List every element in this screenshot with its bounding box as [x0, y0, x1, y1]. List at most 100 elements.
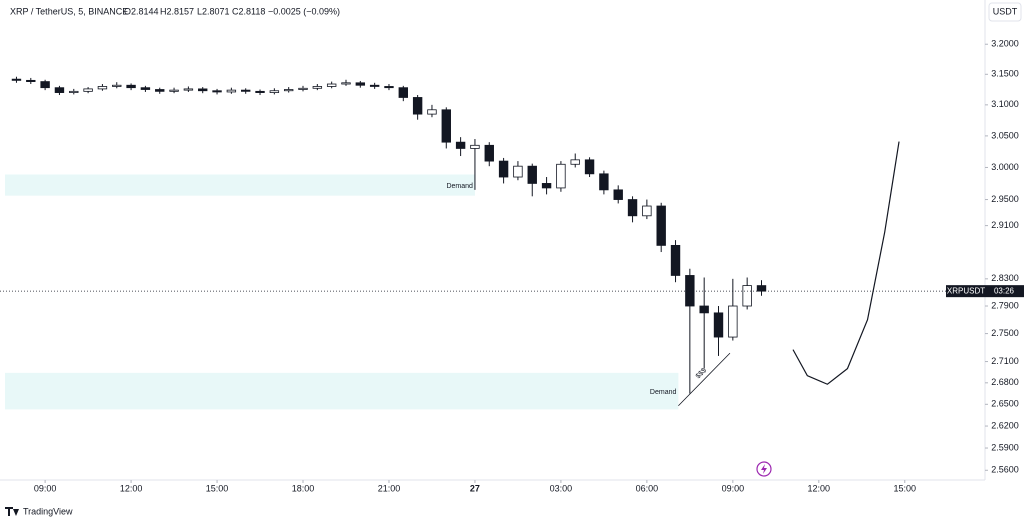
- candle-body: [656, 205, 666, 246]
- candle-body: [642, 205, 652, 217]
- candle-body: [699, 305, 709, 314]
- x-tick-label: 12:00: [120, 483, 143, 493]
- y-tick-label: 3.1500: [991, 69, 1019, 79]
- currency-button[interactable]: [988, 2, 1022, 22]
- candle-body: [312, 86, 323, 89]
- symbol: XRP / TetherUS, 5, BINANCE: [10, 6, 128, 16]
- candle-body: [11, 78, 22, 81]
- candle-body: [183, 88, 194, 91]
- y-tick-label: 3.0000: [991, 162, 1019, 172]
- candle-body: [155, 89, 165, 92]
- candle-body: [470, 144, 480, 149]
- x-tick-label: 03:00: [550, 483, 573, 493]
- y-tick-label: 3.0500: [991, 130, 1019, 140]
- last-price-countdown: 03:26: [994, 286, 1015, 295]
- candle-body: [427, 109, 437, 115]
- y-tick-label: 2.6500: [991, 399, 1019, 409]
- y-tick-label: 3.1000: [991, 99, 1019, 109]
- x-tick-label: 09:00: [34, 483, 57, 493]
- last-price-tag: [946, 285, 1024, 298]
- x-tick-label: 12:00: [808, 483, 831, 493]
- candle-body: [441, 109, 451, 143]
- brand-logo[interactable]: [5, 507, 19, 516]
- candle-body: [241, 89, 251, 92]
- y-tick-label: 2.5900: [991, 442, 1019, 452]
- candle-body: [384, 86, 394, 89]
- candle-body: [83, 88, 93, 92]
- candle-body: [269, 90, 280, 93]
- change: −0.0025 (−0.09%): [268, 6, 340, 16]
- candle-body: [713, 312, 724, 338]
- zone-label: Demand: [650, 389, 677, 396]
- last-price-symbol: XRPUSDT: [947, 286, 985, 295]
- x-tick-label: 27: [470, 483, 480, 493]
- x-tick-label: 06:00: [636, 483, 659, 493]
- candle-body: [484, 144, 494, 162]
- candle-body: [355, 82, 366, 86]
- candles: [11, 76, 767, 394]
- zones: Demand Demand: [5, 174, 679, 410]
- candle-body: [541, 183, 552, 189]
- ohlc-low: L2.8071: [197, 6, 230, 16]
- candle-body: [455, 141, 466, 149]
- candle-body: [513, 165, 523, 178]
- x-tick-label: 21:00: [378, 483, 401, 493]
- x-tick-label: 15:00: [206, 483, 229, 493]
- candle-body: [126, 84, 136, 89]
- candle-body: [627, 199, 638, 217]
- candle-body: [398, 87, 409, 98]
- candle-body: [298, 87, 308, 90]
- ohlc-close: C2.8118: [232, 6, 265, 16]
- candle-body: [283, 89, 294, 92]
- candle-body: [54, 87, 65, 93]
- y-tick-label: 2.9500: [991, 194, 1019, 204]
- candle-body: [226, 89, 237, 93]
- candle-body: [570, 159, 580, 165]
- x-tick-label: 18:00: [292, 483, 315, 493]
- candle-body: [255, 90, 265, 93]
- candle-body: [97, 86, 108, 90]
- candle-body: [341, 82, 351, 85]
- candle-body: [198, 88, 208, 92]
- events-icon-bolt: [761, 464, 767, 474]
- candle-body: [140, 87, 151, 90]
- y-tick-label: 2.7900: [991, 300, 1019, 310]
- y-tick-label: 2.7500: [991, 328, 1019, 338]
- y-tick-label: 3.2000: [991, 39, 1019, 49]
- candle-body: [169, 89, 179, 92]
- y-tick-label: 2.9100: [991, 220, 1019, 230]
- candle-body: [26, 79, 36, 82]
- currency[interactable]: USDT: [993, 6, 1018, 16]
- candle-body: [498, 160, 509, 178]
- y-tick-label: 2.6200: [991, 420, 1019, 430]
- candle-body: [728, 305, 738, 338]
- brand[interactable]: TradingView: [23, 506, 73, 516]
- projection-curve: [792, 141, 900, 385]
- candle-body: [685, 275, 695, 307]
- candle-body: [412, 97, 423, 115]
- candle-body: [613, 189, 623, 200]
- y-tick-label: 2.7100: [991, 356, 1019, 366]
- candle-body: [584, 159, 595, 175]
- ohlc-high: H2.8157: [160, 6, 194, 16]
- candle-body: [112, 84, 122, 87]
- candle-body: [69, 90, 79, 93]
- candle-body: [756, 285, 767, 292]
- candle-body: [556, 163, 566, 189]
- demand-zone: [5, 174, 475, 196]
- candle-body: [369, 84, 380, 87]
- candle-body: [599, 173, 609, 191]
- x-tick-label: 09:00: [722, 483, 745, 493]
- candle-body: [326, 83, 337, 87]
- candle-body: [212, 90, 222, 93]
- ohlc-open: O2.8144: [124, 6, 159, 16]
- candle-body: [670, 244, 681, 276]
- trendline: [678, 352, 731, 407]
- y-tick-label: 2.6800: [991, 377, 1019, 387]
- y-tick-label: 2.8300: [991, 273, 1019, 283]
- candle-body: [40, 81, 50, 89]
- overlay: XRPUSDT 03:26$$$: [0, 141, 1024, 407]
- candle-body: [742, 285, 752, 307]
